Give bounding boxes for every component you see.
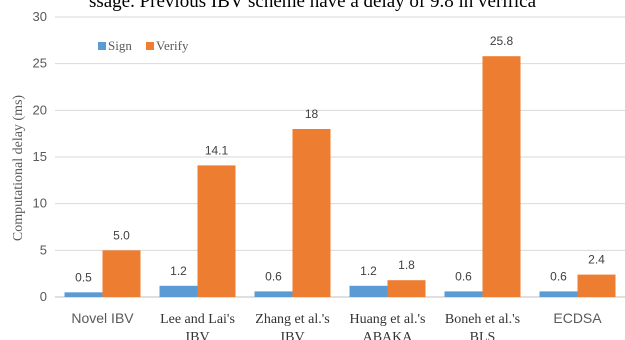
data-label-verify: 2.4 bbox=[588, 253, 605, 267]
bar-sign bbox=[159, 285, 198, 297]
data-label-verify: 1.8 bbox=[398, 258, 415, 272]
bar-sign bbox=[254, 291, 293, 297]
legend-label-sign: Sign bbox=[108, 38, 132, 53]
x-tick-label: Huang et al.'s ABAKA bbox=[349, 312, 425, 340]
bar-verify bbox=[292, 129, 331, 297]
bar-sign bbox=[64, 292, 103, 297]
data-label-verify: 25.8 bbox=[490, 34, 514, 48]
y-tick-label: 0 bbox=[40, 289, 47, 304]
bar-verify bbox=[577, 274, 616, 297]
data-label-verify: 14.1 bbox=[205, 143, 229, 157]
data-label-sign: 1.2 bbox=[170, 264, 187, 278]
gridlines bbox=[55, 16, 625, 298]
x-tick-label: Zhang et al.'s IBV bbox=[255, 312, 329, 340]
y-tick-label: 5 bbox=[40, 242, 47, 257]
bar-sign bbox=[444, 291, 483, 297]
bar-verify bbox=[102, 250, 141, 297]
x-tick-label: ECDSA bbox=[553, 310, 602, 326]
x-tick-label: Boneh et al.'s BLS bbox=[445, 312, 520, 340]
x-tick-label: Lee and Lai's IBV bbox=[160, 312, 235, 340]
bar-verify bbox=[387, 280, 426, 297]
data-label-sign: 0.6 bbox=[265, 269, 282, 283]
legend-swatch-verify bbox=[146, 42, 154, 50]
y-tick-label: 30 bbox=[33, 9, 47, 24]
bar-verify bbox=[197, 165, 236, 297]
data-label-sign: 1.2 bbox=[360, 264, 377, 278]
legend-swatch-sign bbox=[98, 42, 106, 50]
data-label-verify: 18 bbox=[305, 107, 319, 121]
x-tick-labels: Novel IBV Lee and Lai's IBV Zhang et al.'s I… bbox=[71, 310, 602, 340]
data-labels: 0.5 5.0 1.2 14.1 0.6 18 1.2 1.8 0.6 25.8 0.6 2.4 bbox=[75, 34, 605, 284]
y-axis-label: Computational delay (ms) bbox=[11, 95, 26, 242]
legend: Sign Verify bbox=[98, 38, 189, 53]
y-tick-label: 10 bbox=[33, 196, 47, 211]
y-tick-label: 15 bbox=[33, 149, 47, 164]
data-label-sign: 0.5 bbox=[75, 270, 92, 284]
legend-label-verify: Verify bbox=[156, 38, 189, 53]
data-label-sign: 0.6 bbox=[550, 269, 567, 283]
bar-sign bbox=[539, 291, 578, 297]
y-tick-label: 25 bbox=[33, 56, 47, 71]
y-tick-label: 20 bbox=[33, 102, 47, 117]
data-label-sign: 0.6 bbox=[455, 269, 472, 283]
bars bbox=[64, 56, 616, 298]
x-tick-label: Novel IBV bbox=[71, 310, 134, 326]
bar-verify bbox=[482, 56, 521, 298]
bar-sign bbox=[349, 285, 388, 297]
y-tick-labels: 0 5 10 15 20 25 30 bbox=[33, 9, 47, 304]
cropped-caption-text: ssage. Previous IBV scheme have a delay … bbox=[88, 0, 537, 12]
data-label-verify: 5.0 bbox=[113, 228, 130, 242]
